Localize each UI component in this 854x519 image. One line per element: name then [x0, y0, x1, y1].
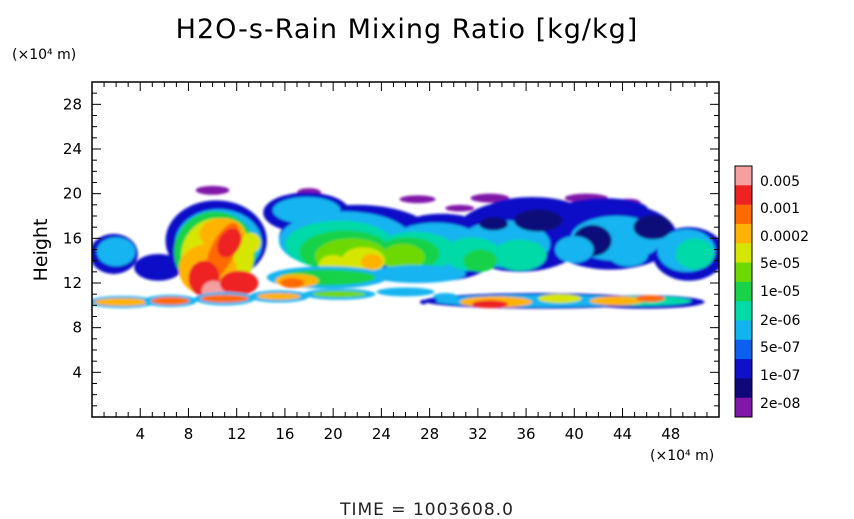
colorbar-swatch	[735, 397, 752, 418]
colorbar-label: 0.005	[760, 174, 800, 190]
x-tick-label: 36	[517, 425, 536, 443]
time-label: TIME = 1003608.0	[339, 500, 514, 519]
heatmap-cell	[280, 277, 305, 289]
x-tick-label: 32	[468, 425, 487, 443]
heatmap-cell	[217, 228, 242, 258]
colorbar-swatch	[735, 320, 752, 341]
heatmap-cell	[555, 236, 594, 263]
axis-ticks	[92, 82, 719, 417]
heatmap-cell	[381, 243, 425, 271]
colorbar-label: 1e-05	[760, 284, 800, 300]
x-tick-label: 12	[227, 425, 246, 443]
y-tick-label: 8	[72, 319, 82, 337]
heatmap-cell	[257, 293, 301, 300]
colorbar-swatch	[735, 243, 752, 263]
x-tick-label: 28	[420, 425, 439, 443]
y-tick-label: 24	[63, 140, 82, 158]
heatmap-cell	[151, 296, 190, 305]
colorbar-swatch	[735, 378, 752, 399]
colorbar-label: 5e-05	[760, 256, 800, 272]
x-unit-label: (×10⁴ m)	[650, 448, 714, 464]
heatmap-cell	[433, 293, 458, 300]
heatmap-cell	[134, 253, 183, 281]
colorbar-label: 5e-07	[760, 340, 800, 356]
colorbar-frame	[734, 165, 753, 418]
y-tick-label: 12	[63, 274, 82, 292]
x-tick-label: 8	[184, 425, 194, 443]
colorbar-swatch	[735, 185, 752, 206]
y-axis-title: Height	[30, 219, 52, 282]
heatmap-cell	[470, 193, 510, 203]
colorbar-swatch	[735, 223, 752, 244]
colorbar-swatch	[735, 262, 752, 283]
heatmap-cell	[445, 204, 475, 212]
y-tick-labels: 4 8 12 16 20 24 28	[63, 95, 82, 381]
heatmap-cell	[94, 298, 150, 306]
y-tick-label: 4	[72, 363, 82, 381]
colorbar-swatch	[735, 204, 752, 225]
heatmap-cell	[96, 237, 136, 267]
x-tick-label: 16	[275, 425, 294, 443]
heatmap-cell	[399, 195, 436, 204]
y-unit-label: (×10⁴ m)	[12, 47, 76, 63]
heatmap-cell	[514, 209, 563, 232]
colorbar-swatch	[735, 166, 752, 186]
heatmap-cell	[200, 294, 249, 303]
colorbar-swatch	[735, 359, 752, 379]
x-tick-label: 48	[661, 425, 680, 443]
x-tick-label: 40	[565, 425, 584, 443]
heatmap-cell	[471, 300, 508, 309]
x-tick-label: 24	[372, 425, 391, 443]
y-tick-label: 28	[63, 95, 82, 113]
heatmap-cell	[589, 296, 644, 306]
colorbar-label: 2e-08	[760, 396, 800, 412]
heatmap-cell	[360, 253, 383, 270]
heatmap-cell	[241, 232, 261, 253]
heatmap-cell	[419, 299, 428, 305]
y-tick-label: 20	[63, 185, 82, 203]
heatmap-cell	[538, 294, 582, 304]
colorbar-label: 1e-07	[760, 368, 800, 384]
heatmap-cell	[479, 217, 508, 231]
heatmap-cell	[312, 291, 366, 298]
colorbar-label: 0.001	[760, 201, 800, 217]
heatmap-cell	[493, 239, 547, 271]
heatmap-cell	[633, 214, 672, 240]
heatmap-cell	[635, 295, 665, 302]
colorbar-swatch	[735, 301, 752, 321]
heatmap-cell	[463, 249, 498, 272]
heatmap-field	[92, 185, 719, 309]
x-tick-label: 44	[613, 425, 632, 443]
heatmap-cell	[609, 243, 648, 267]
heatmap-cell	[219, 270, 259, 296]
heatmap-cell	[369, 265, 466, 284]
heatmap-cell	[376, 287, 435, 297]
colorbar: 0.005 0.001 0.0002 5e-05 1e-05 2e-06 5e-07 1e-0…	[734, 165, 809, 418]
colorbar-swatch	[735, 281, 752, 302]
y-tick-label: 16	[63, 229, 82, 247]
chart-title: H2O-s-Rain Mixing Ratio [kg/kg]	[176, 14, 639, 45]
heatmap-cell	[195, 185, 230, 195]
heatmap-cell	[561, 198, 648, 221]
colorbar-label: 2e-06	[760, 313, 800, 329]
x-tick-labels: 4 8 12 16 20 24 28 32 36 40 44 48	[135, 425, 680, 443]
x-tick-label: 4	[135, 425, 145, 443]
heatmap-cell	[675, 238, 715, 270]
colorbar-swatch	[735, 339, 752, 360]
colorbar-label: 0.0002	[760, 229, 809, 245]
x-tick-label: 20	[324, 425, 343, 443]
